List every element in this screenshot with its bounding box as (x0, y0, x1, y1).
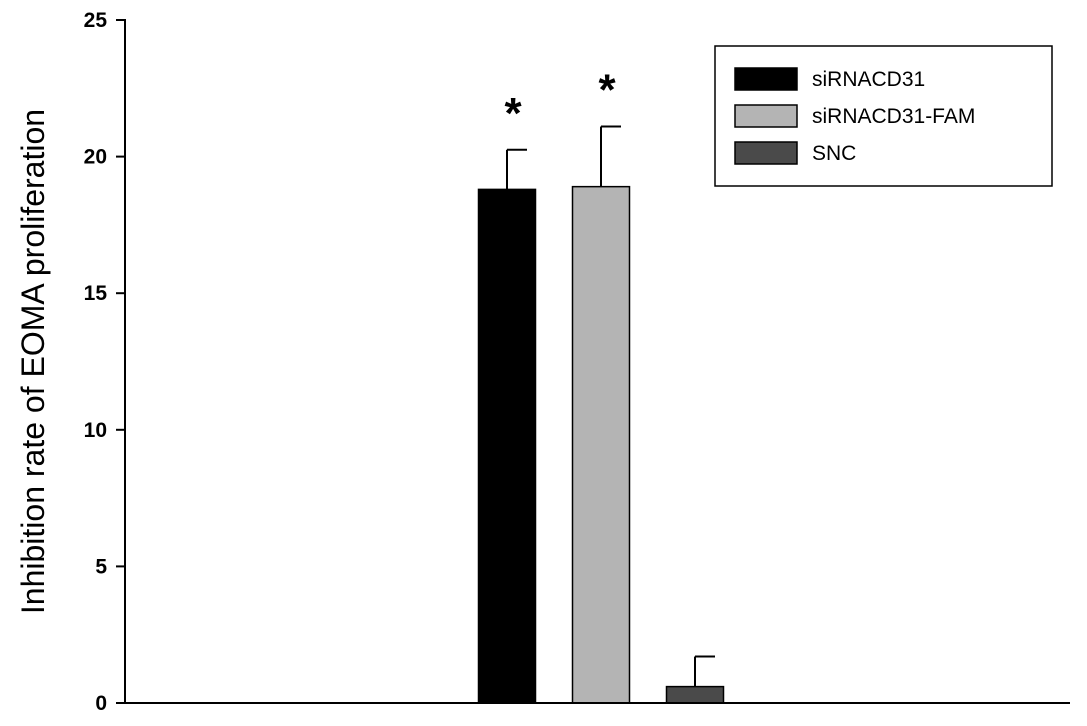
y-tick-label: 5 (95, 555, 107, 578)
y-tick-label: 15 (84, 282, 108, 305)
legend-swatch (734, 141, 798, 165)
bar (477, 188, 537, 704)
legend-swatch (734, 104, 798, 128)
legend-label: siRNACD31 (812, 68, 925, 91)
y-tick-label: 0 (95, 692, 107, 715)
legend: siRNACD31 siRNACD31-FAM SNC (714, 45, 1053, 187)
y-axis-label-group: Inhibition rate of EOMA proliferation (15, 109, 51, 614)
y-axis-ticks: 0 5 10 15 20 25 (84, 9, 125, 715)
y-tick-label: 25 (84, 9, 108, 32)
legend-label: siRNACD31-FAM (812, 105, 975, 128)
y-axis-label: Inhibition rate of EOMA proliferation (15, 109, 51, 614)
y-tick-label: 20 (84, 146, 107, 169)
bar (571, 185, 631, 704)
bar (665, 685, 725, 704)
y-tick-label: 10 (84, 419, 107, 442)
error-bars (506, 125, 715, 687)
bars (477, 185, 725, 704)
significance-asterisk: * (598, 66, 616, 115)
axes (124, 19, 1070, 704)
significance-asterisk: * (504, 89, 522, 138)
legend-swatch (734, 67, 798, 91)
legend-label: SNC (812, 142, 856, 165)
significance-markers: * * (504, 66, 616, 138)
